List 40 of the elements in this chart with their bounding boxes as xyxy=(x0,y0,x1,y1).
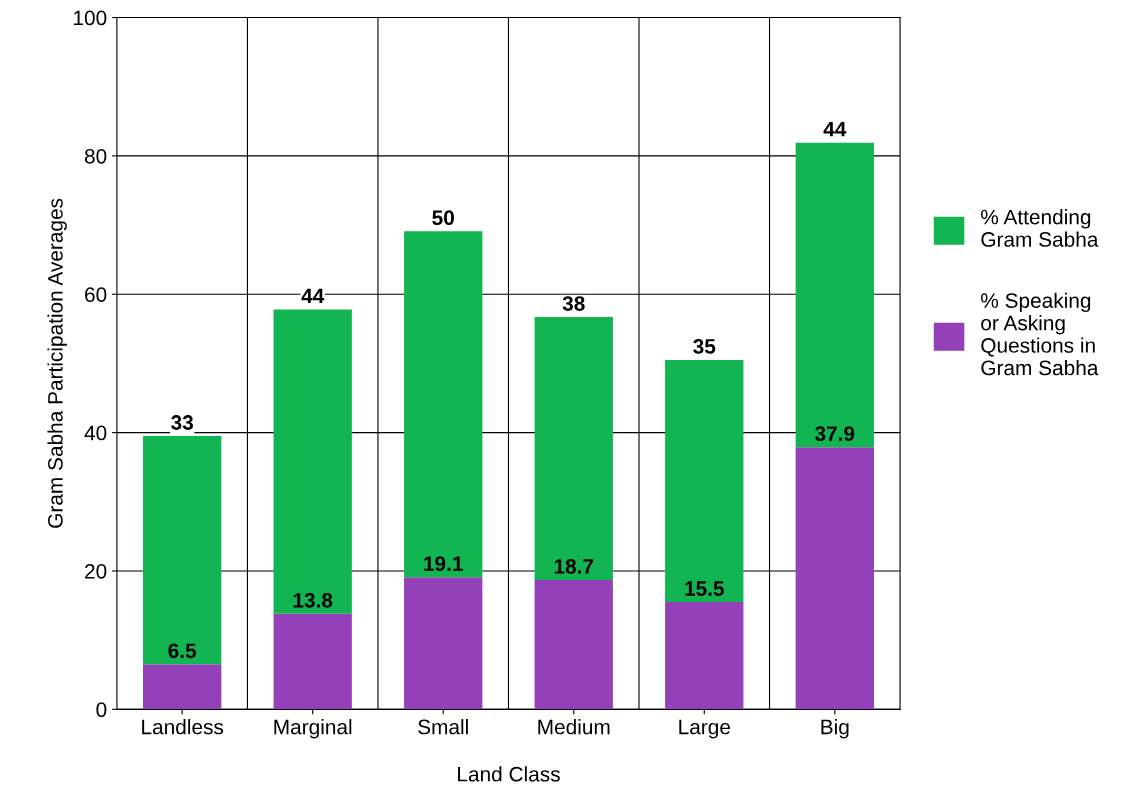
data-label: 15.5 xyxy=(685,581,724,596)
legend-label: % Speaking or Asking Questions in Gram Sabha xyxy=(981,292,1099,376)
bar xyxy=(534,317,613,580)
y-tick-label: 40 xyxy=(84,425,107,441)
x-tick-label: Big xyxy=(821,719,849,739)
data-label: 33 xyxy=(171,415,193,430)
bar xyxy=(795,447,874,710)
data-label: 35 xyxy=(693,339,716,354)
x-tick-label: Landless xyxy=(142,719,224,735)
y-tick-label: 0 xyxy=(96,702,107,718)
data-label: 38 xyxy=(562,296,585,311)
bar xyxy=(795,142,874,448)
y-axis-title: Gram Sabha Participation Averages xyxy=(47,198,67,528)
data-label: 18.7 xyxy=(554,559,594,574)
x-tick-label: Marginal xyxy=(274,719,352,739)
bar xyxy=(404,231,483,578)
bar xyxy=(273,309,352,614)
data-label: 50 xyxy=(432,210,454,226)
y-tick-label: 80 xyxy=(84,148,107,164)
bar xyxy=(143,436,222,665)
data-label: 19.1 xyxy=(424,556,463,571)
bar xyxy=(665,359,744,603)
bar xyxy=(404,577,483,710)
x-tick-label: Medium xyxy=(538,719,610,735)
y-tick-label: 100 xyxy=(74,10,107,26)
bar xyxy=(665,602,744,710)
y-tick-label: 20 xyxy=(85,563,107,579)
x-tick-label: Small xyxy=(418,719,468,735)
bar xyxy=(273,613,352,710)
y-tick-label: 60 xyxy=(85,287,107,303)
data-label: 6.5 xyxy=(168,643,197,659)
data-label: 13.8 xyxy=(293,592,333,608)
bar xyxy=(143,664,222,710)
data-label: 44 xyxy=(301,288,325,304)
bar xyxy=(534,579,613,710)
x-axis-title: Land Class xyxy=(458,766,560,782)
x-tick-label: Large xyxy=(679,719,730,739)
data-label: 37.9 xyxy=(815,426,855,441)
legend-label: % Attending Gram Sabha xyxy=(981,209,1099,247)
data-label: 44 xyxy=(823,122,847,137)
